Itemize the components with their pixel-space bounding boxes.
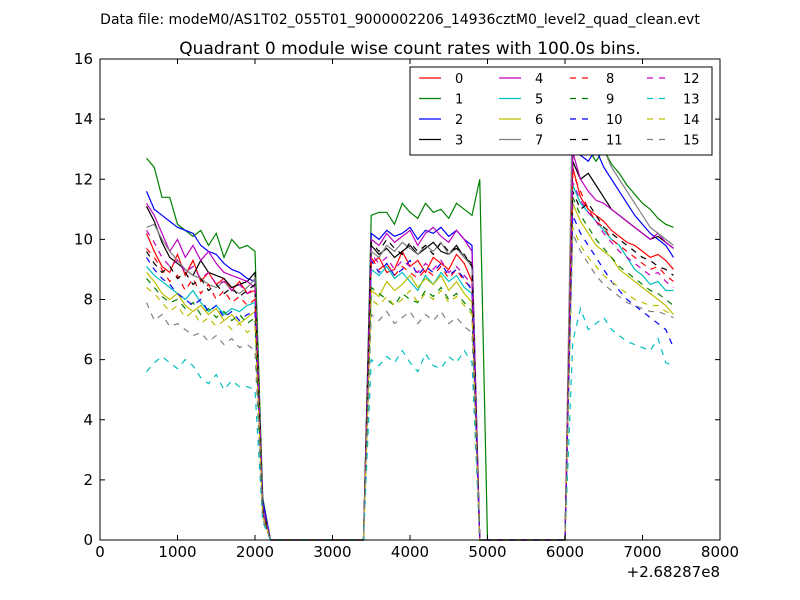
x-tick-label: 2000 [236, 543, 274, 561]
series-line-12 [145, 182, 674, 541]
legend-label-4: 4 [535, 72, 543, 87]
y-tick-label: 12 [74, 170, 93, 188]
y-tick-label: 14 [74, 110, 93, 128]
series-line-2 [145, 141, 675, 541]
legend-label-14: 14 [683, 113, 700, 128]
legend-label-7: 7 [535, 134, 543, 149]
chart-title: Quadrant 0 module wise count rates with … [179, 39, 640, 59]
legend-label-8: 8 [606, 72, 614, 87]
series-line-0 [145, 167, 674, 541]
legend-label-13: 13 [683, 93, 700, 108]
series-line-8 [146, 173, 674, 541]
series-line-6 [146, 203, 674, 541]
y-tick-label: 4 [83, 411, 93, 429]
x-tick-label: 4000 [391, 543, 429, 561]
x-tick-label: 5000 [468, 543, 506, 561]
series-line-9 [146, 197, 674, 541]
legend-label-2: 2 [455, 113, 463, 128]
series-line-3 [145, 160, 674, 541]
legend-label-0: 0 [455, 72, 463, 87]
series-line-4 [145, 152, 674, 541]
legend-label-10: 10 [606, 113, 623, 128]
x-tick-label: 0 [95, 543, 105, 561]
x-offset-label: +2.68287e8 [627, 563, 720, 581]
y-tick-label: 16 [74, 50, 93, 68]
x-tick-label: 1000 [158, 543, 196, 561]
series-line-11 [145, 191, 674, 541]
x-tick-label: 3000 [313, 543, 351, 561]
legend-label-6: 6 [535, 113, 543, 128]
series-line-15 [145, 233, 674, 541]
y-tick-label: 0 [83, 531, 93, 549]
y-tick-label: 6 [83, 351, 93, 369]
series-line-13 [146, 306, 674, 541]
series-line-5 [146, 185, 674, 541]
x-tick-label: 6000 [546, 543, 584, 561]
legend-label-12: 12 [683, 72, 700, 87]
y-tick-label: 10 [74, 230, 93, 248]
legend-label-9: 9 [606, 93, 614, 108]
chart-suptitle: Data file: modeM0/AS1T02_055T01_90000022… [100, 12, 700, 28]
legend-label-3: 3 [455, 134, 463, 149]
legend-label-5: 5 [535, 93, 543, 108]
legend-label-11: 11 [606, 134, 623, 149]
y-tick-label: 2 [83, 471, 93, 489]
y-tick-label: 8 [83, 291, 93, 309]
x-tick-label: 7000 [623, 543, 661, 561]
legend-label-1: 1 [455, 93, 463, 108]
legend-frame [409, 66, 713, 156]
legend-label-15: 15 [683, 134, 700, 149]
x-tick-label: 8000 [701, 543, 739, 561]
series-line-1 [146, 126, 674, 541]
series-line-14 [146, 227, 674, 541]
series-line-10 [145, 215, 675, 541]
x-axis: 0 1000 2000 3000 4000 5000 6000 7000 8000 [95, 59, 739, 561]
